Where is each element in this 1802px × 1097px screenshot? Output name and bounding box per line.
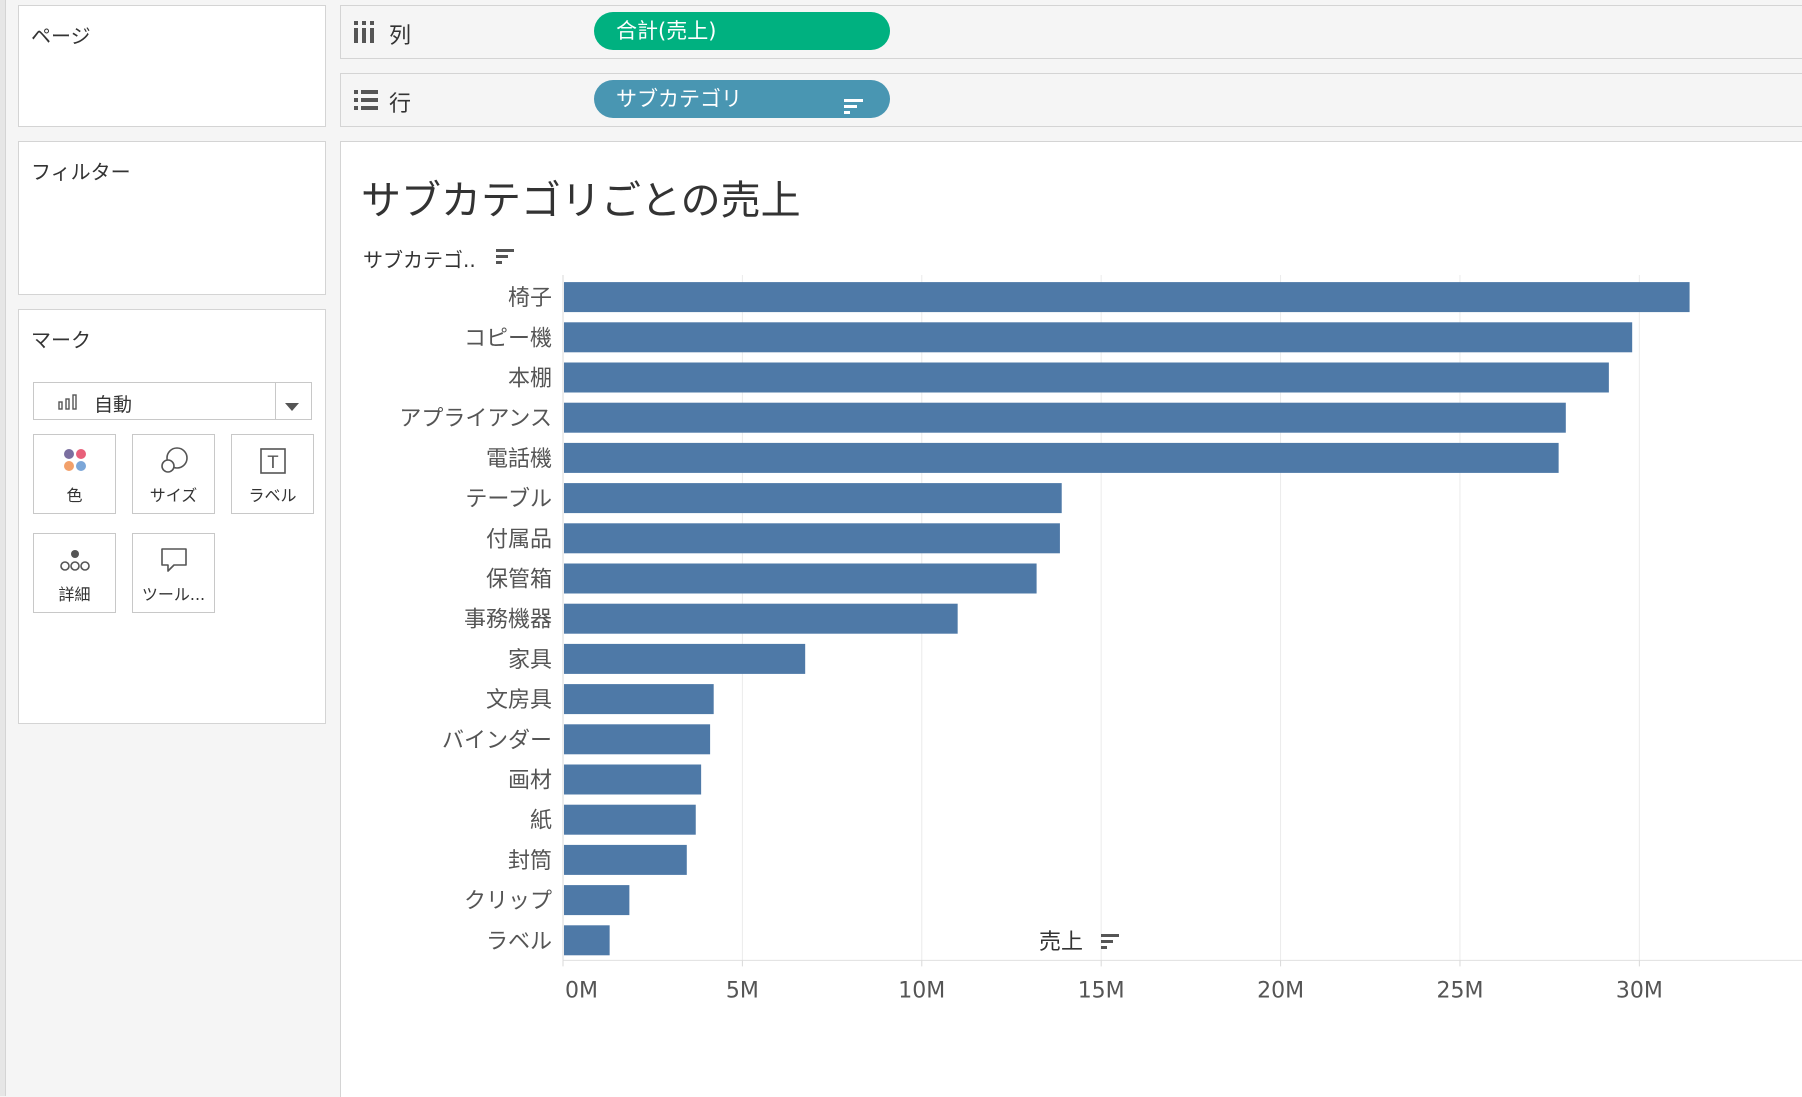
bar-chart: 椅子コピー機本棚アプライアンス電話機テーブル付属品保管箱事務機器家具文房具バイン… — [363, 248, 1802, 1003]
category-label: 本棚 — [508, 367, 552, 392]
bar[interactable] — [564, 925, 610, 956]
chart-x-ticks: 0M 5M 10M 15M 20M 25M 30M — [562, 960, 1663, 1003]
bar[interactable] — [564, 442, 1559, 473]
size-button-label: サイズ — [149, 486, 198, 505]
tooltip-button[interactable]: ツール... — [132, 533, 215, 613]
category-label: 画材 — [508, 769, 552, 794]
bar[interactable] — [564, 563, 1037, 594]
x-tick-label: 25M — [1436, 978, 1483, 1003]
svg-text:T: T — [266, 453, 278, 473]
detail-dots-icon — [34, 544, 115, 576]
pages-card[interactable]: ページ — [18, 5, 326, 127]
rows-label: 行 — [389, 92, 412, 117]
columns-pill-label: 合計(売上) — [616, 19, 717, 43]
color-button-label: 色 — [66, 486, 83, 505]
size-circles-icon — [133, 445, 214, 477]
filters-card-title: フィルター — [31, 160, 131, 184]
size-button[interactable]: サイズ — [132, 434, 215, 514]
category-label: 家具 — [508, 648, 552, 673]
chevron-down-icon[interactable] — [284, 397, 300, 416]
x-tick-label: 15M — [1078, 978, 1125, 1003]
bar-chart-icon — [58, 393, 80, 415]
category-label: バインダー — [442, 728, 552, 753]
category-label: 封筒 — [508, 849, 552, 874]
bar[interactable] — [564, 362, 1609, 393]
bar[interactable] — [564, 322, 1633, 353]
rows-shelf[interactable]: サブカテゴリ — [588, 73, 1802, 127]
tooltip-bubble-icon — [133, 544, 214, 576]
x-axis-title[interactable]: 売上 — [1039, 930, 1083, 955]
chart-category-labels: 椅子コピー機本棚アプライアンス電話機テーブル付属品保管箱事務機器家具文房具バイン… — [399, 286, 552, 954]
x-tick-label: 10M — [898, 978, 945, 1003]
left-edge-strip — [0, 0, 6, 1096]
marks-card: マーク 自動 色 — [18, 309, 326, 724]
category-label: 付属品 — [486, 527, 552, 552]
label-button-label: ラベル — [248, 486, 297, 505]
category-label: クリップ — [464, 889, 552, 914]
dropdown-divider — [275, 383, 276, 419]
label-button[interactable]: T ラベル — [231, 434, 314, 514]
bar[interactable] — [564, 282, 1690, 313]
category-label: 椅子 — [508, 286, 552, 311]
rows-icon — [353, 89, 379, 115]
sort-descending-icon[interactable] — [844, 90, 864, 128]
bar[interactable] — [564, 402, 1566, 433]
bar[interactable] — [564, 764, 702, 795]
category-label: コピー機 — [464, 326, 552, 351]
chart-bars — [564, 282, 1690, 956]
x-tick-label: 20M — [1257, 978, 1304, 1003]
rows-pill-subcategory[interactable]: サブカテゴリ — [594, 80, 890, 118]
y-axis-header[interactable]: サブカテゴ.. — [363, 248, 476, 272]
bar[interactable] — [564, 844, 687, 875]
columns-pill-sum-sales[interactable]: 合計(売上) — [594, 12, 890, 50]
bar[interactable] — [564, 724, 711, 755]
text-label-icon: T — [232, 445, 313, 477]
bar[interactable] — [564, 643, 806, 674]
x-axis-sort-icon[interactable] — [1101, 934, 1119, 949]
mark-type-dropdown[interactable]: 自動 — [33, 382, 312, 420]
tooltip-button-label: ツール... — [141, 585, 206, 604]
bar[interactable] — [564, 603, 958, 634]
category-label: 事務機器 — [464, 608, 552, 633]
bar[interactable] — [564, 885, 630, 916]
category-label: 文房具 — [486, 688, 552, 713]
x-tick-label: 0M — [565, 978, 598, 1003]
chart-view: サブカテゴリごとの売上 椅子コピー機本棚アプライアンス電話機テーブル付属品保管箱… — [340, 141, 1802, 1097]
category-label: 紙 — [530, 809, 552, 834]
marks-card-title: マーク — [31, 328, 91, 352]
category-label: テーブル — [465, 487, 552, 512]
columns-icon — [353, 20, 375, 48]
columns-shelf-label: 列 — [340, 5, 590, 59]
color-button[interactable]: 色 — [33, 434, 116, 514]
columns-label: 列 — [389, 24, 412, 49]
detail-button-label: 詳細 — [58, 585, 91, 604]
detail-button[interactable]: 詳細 — [33, 533, 116, 613]
x-tick-label: 5M — [726, 978, 759, 1003]
bar[interactable] — [564, 483, 1062, 514]
bar[interactable] — [564, 684, 714, 715]
rows-pill-label: サブカテゴリ — [616, 87, 742, 111]
columns-shelf[interactable]: 合計(売上) — [588, 5, 1802, 59]
y-axis-sort-icon[interactable] — [496, 249, 514, 264]
category-label: 保管箱 — [486, 568, 552, 593]
x-tick-label: 30M — [1616, 978, 1663, 1003]
bar[interactable] — [564, 523, 1060, 554]
chart-title: サブカテゴリごとの売上 — [361, 178, 801, 224]
color-palette-icon — [34, 445, 115, 477]
pages-card-title: ページ — [31, 24, 91, 48]
bar[interactable] — [564, 804, 696, 835]
category-label: 電話機 — [486, 447, 552, 472]
category-label: ラベル — [486, 929, 552, 954]
mark-type-value: 自動 — [94, 394, 133, 416]
filters-card[interactable]: フィルター — [18, 141, 326, 295]
category-label: アプライアンス — [399, 407, 552, 432]
rows-shelf-label: 行 — [340, 73, 590, 127]
